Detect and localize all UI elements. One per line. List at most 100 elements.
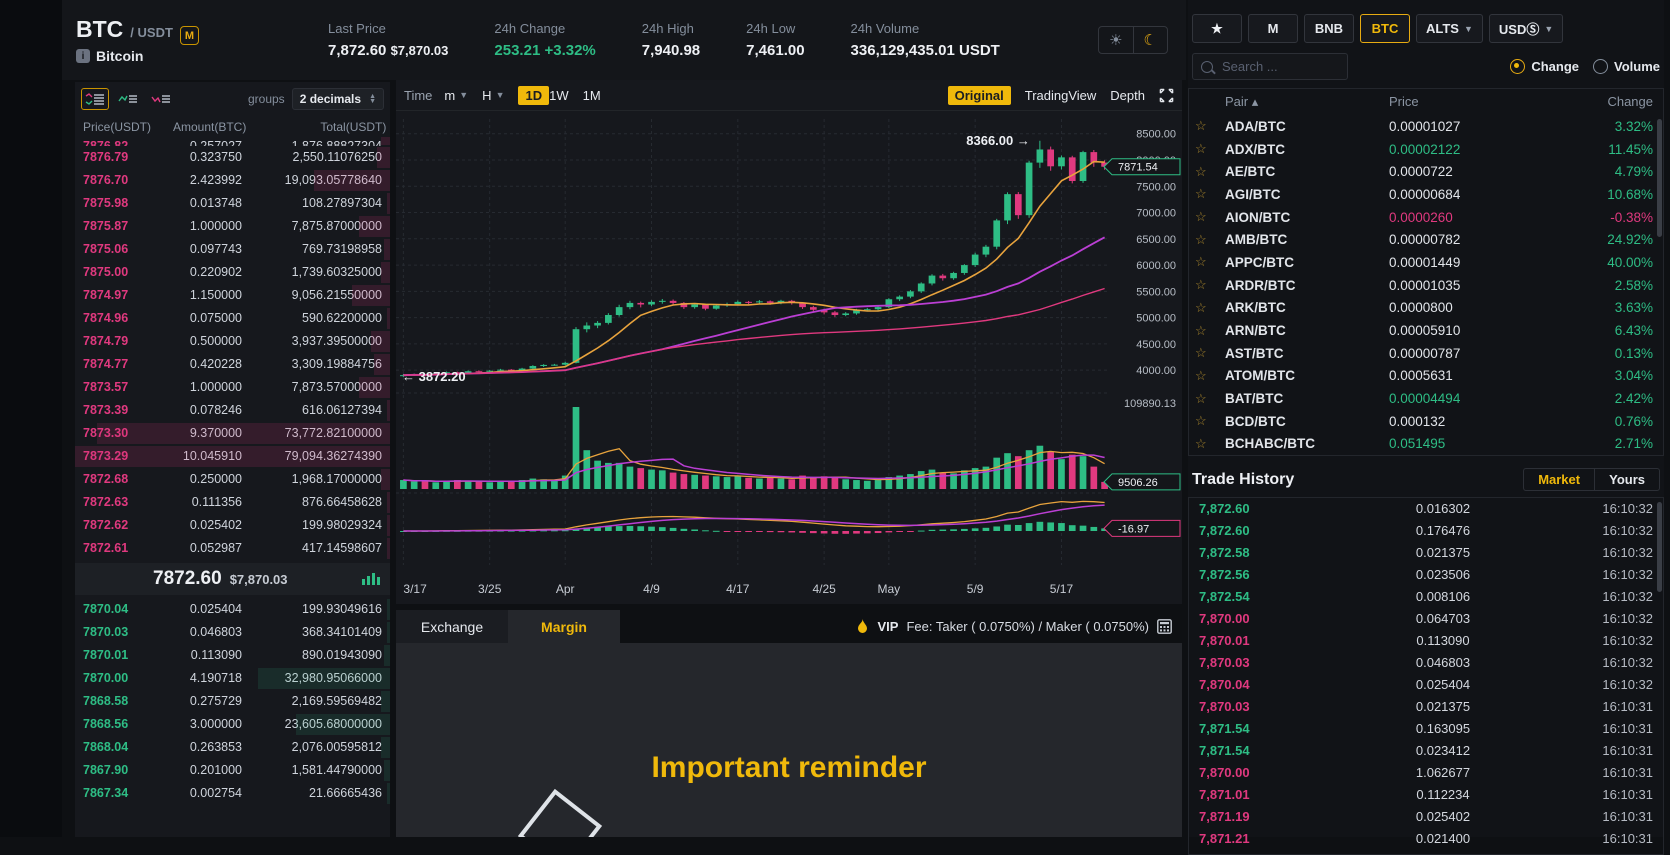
sun-icon[interactable]: ☀ bbox=[1109, 32, 1123, 49]
trade-row[interactable]: 7,872.60 0.176476 16:10:32 bbox=[1199, 523, 1653, 539]
star-outline-icon[interactable]: ☆ bbox=[1195, 277, 1207, 293]
star-outline-icon[interactable]: ☆ bbox=[1195, 390, 1207, 406]
tab-exchange[interactable]: Exchange bbox=[396, 610, 508, 643]
book-view-buy-icon[interactable] bbox=[114, 88, 142, 110]
tab-margin[interactable]: Margin bbox=[508, 610, 620, 643]
trade-row[interactable]: 7,871.19 0.025402 16:10:31 bbox=[1199, 809, 1653, 825]
view-tradingview[interactable]: TradingView bbox=[1024, 87, 1097, 103]
order-row-ask[interactable]: 7872.61 0.052987 417.14598607 bbox=[75, 537, 390, 560]
order-row-bid[interactable]: 7870.04 0.025404 199.93049616 bbox=[75, 598, 390, 621]
order-row-ask[interactable]: 7875.98 0.013748 108.27897304 bbox=[75, 192, 390, 215]
trade-row[interactable]: 7,870.03 0.021375 16:10:31 bbox=[1199, 699, 1653, 715]
info-icon[interactable]: i bbox=[76, 49, 90, 64]
order-row-bid[interactable]: 7870.03 0.046803 368.34101409 bbox=[75, 621, 390, 644]
decimals-dropdown[interactable]: 2 decimals ▲ ▼ bbox=[291, 88, 384, 110]
order-row-ask[interactable]: 7873.30 9.370000 73,772.82100000 bbox=[75, 422, 390, 445]
order-row-ask[interactable]: 7872.62 0.025402 199.98029324 bbox=[75, 514, 390, 537]
interval-minutes[interactable]: m ▼ bbox=[444, 87, 469, 103]
trade-row[interactable]: 7,871.21 0.021400 16:10:31 bbox=[1199, 831, 1653, 847]
interval-hours[interactable]: H ▼ bbox=[482, 87, 505, 103]
pair-row[interactable]: ☆ AE/BTC 0.0000722 4.79% bbox=[1195, 163, 1653, 180]
order-row-ask[interactable]: 7872.68 0.250000 1,968.17000000 bbox=[75, 468, 390, 491]
pair-row[interactable]: ☆ BCD/BTC 0.000132 0.76% bbox=[1195, 413, 1653, 429]
radio-change[interactable]: Change bbox=[1510, 59, 1579, 74]
order-row-bid[interactable]: 7868.56 3.000000 23,605.68000000 bbox=[75, 713, 390, 736]
trade-row[interactable]: 7,870.00 1.062677 16:10:31 bbox=[1199, 765, 1653, 781]
order-row-ask[interactable]: 7876.82 0.257027 1,876.88827304 bbox=[75, 136, 390, 146]
order-row-ask[interactable]: 7874.79 0.500000 3,937.39500000 bbox=[75, 330, 390, 353]
favorites-filter[interactable]: ★ bbox=[1192, 14, 1242, 43]
pair-row[interactable]: ☆ ARK/BTC 0.0000800 3.63% bbox=[1195, 299, 1653, 316]
pair-row[interactable]: ☆ ARDR/BTC 0.00001035 2.58% bbox=[1195, 277, 1653, 293]
trade-row[interactable]: 7,872.60 0.016302 16:10:32 bbox=[1199, 501, 1653, 517]
radio-volume[interactable]: Volume bbox=[1593, 59, 1660, 74]
order-row-ask[interactable]: 7874.97 1.150000 9,056.21550000 bbox=[75, 284, 390, 307]
order-row-bid[interactable]: 7870.00 4.190718 32,980.95066000 bbox=[75, 667, 390, 690]
view-original[interactable]: Original bbox=[947, 85, 1011, 105]
last-price-row[interactable]: 7872.60 $7,870.03 bbox=[75, 563, 390, 595]
pair-scrollbar[interactable] bbox=[1657, 119, 1662, 237]
search-input[interactable] bbox=[1220, 58, 1324, 75]
search-box[interactable] bbox=[1192, 53, 1348, 80]
star-outline-icon[interactable]: ☆ bbox=[1195, 163, 1207, 179]
trade-row[interactable]: 7,872.56 0.023506 16:10:32 bbox=[1199, 567, 1653, 583]
candlestick-chart[interactable]: 8500.008000.007500.007000.006500.006000.… bbox=[396, 111, 1182, 603]
trades-tab-market[interactable]: Market bbox=[1538, 472, 1581, 488]
order-row-ask[interactable]: 7875.87 1.000000 7,875.87000000 bbox=[75, 215, 390, 238]
order-row-bid[interactable]: 7868.58 0.275729 2,169.59569482 bbox=[75, 690, 390, 713]
pair-row[interactable]: ☆ ATOM/BTC 0.0005631 3.04% bbox=[1195, 367, 1653, 384]
star-outline-icon[interactable]: ☆ bbox=[1195, 254, 1207, 270]
star-outline-icon[interactable]: ☆ bbox=[1195, 345, 1207, 361]
calculator-icon[interactable] bbox=[1157, 619, 1172, 634]
order-row-bid[interactable]: 7868.04 0.263853 2,076.00595812 bbox=[75, 736, 390, 759]
pair-row[interactable]: ☆ ADX/BTC 0.00002122 11.45% bbox=[1195, 141, 1653, 157]
pair-row[interactable]: ☆ ADA/BTC 0.00001027 3.32% bbox=[1195, 118, 1653, 134]
trades-tab-yours[interactable]: Yours bbox=[1594, 469, 1659, 491]
order-row-ask[interactable]: 7876.70 2.423992 19,093.05778640 bbox=[75, 169, 390, 192]
trade-row[interactable]: 7,870.03 0.046803 16:10:32 bbox=[1199, 655, 1653, 671]
book-view-both-icon[interactable] bbox=[81, 88, 109, 110]
filter-btc[interactable]: BTC bbox=[1360, 14, 1410, 43]
book-view-sell-icon[interactable] bbox=[147, 88, 175, 110]
order-row-ask[interactable]: 7873.29 10.045910 79,094.36274390 bbox=[75, 445, 390, 468]
pair-row[interactable]: ☆ AGI/BTC 0.00000684 10.68% bbox=[1195, 186, 1653, 202]
pair-row[interactable]: ☆ APPC/BTC 0.00001449 40.00% bbox=[1195, 254, 1653, 270]
pair-row[interactable]: ☆ AMB/BTC 0.00000782 24.92% bbox=[1195, 231, 1653, 248]
trade-row[interactable]: 7,871.54 0.163095 16:10:31 bbox=[1199, 721, 1653, 737]
star-outline-icon[interactable]: ☆ bbox=[1195, 209, 1207, 225]
star-outline-icon[interactable]: ☆ bbox=[1195, 435, 1207, 451]
filter-margin[interactable]: M bbox=[1248, 14, 1298, 43]
star-outline-icon[interactable]: ☆ bbox=[1195, 413, 1207, 429]
pair-row[interactable]: ☆ AST/BTC 0.00000787 0.13% bbox=[1195, 345, 1653, 361]
order-row-ask[interactable]: 7872.63 0.111356 876.66458628 bbox=[75, 491, 390, 514]
filter-alts[interactable]: ALTS ▼ bbox=[1416, 14, 1483, 43]
interval-1d[interactable]: 1D bbox=[518, 85, 550, 105]
depth-bars-icon[interactable] bbox=[362, 571, 380, 588]
trade-row[interactable]: 7,871.01 0.112234 16:10:31 bbox=[1199, 787, 1653, 803]
order-row-ask[interactable]: 7875.00 0.220902 1,739.60325000 bbox=[75, 261, 390, 284]
trade-row[interactable]: 7,871.54 0.023412 16:10:31 bbox=[1199, 743, 1653, 759]
star-outline-icon[interactable]: ☆ bbox=[1195, 322, 1207, 338]
order-row-ask[interactable]: 7873.57 1.000000 7,873.57000000 bbox=[75, 376, 390, 399]
star-outline-icon[interactable]: ☆ bbox=[1195, 186, 1207, 202]
star-outline-icon[interactable]: ☆ bbox=[1195, 118, 1207, 134]
star-outline-icon[interactable]: ☆ bbox=[1195, 367, 1207, 383]
fullscreen-icon[interactable] bbox=[1159, 88, 1174, 103]
pair-table-header[interactable]: Pair ▴ Price Change bbox=[1188, 88, 1664, 115]
pair-row[interactable]: ☆ BAT/BTC 0.00004494 2.42% bbox=[1195, 390, 1653, 407]
order-row-ask[interactable]: 7874.96 0.075000 590.62200000 bbox=[75, 307, 390, 330]
order-row-ask[interactable]: 7873.39 0.078246 616.06127394 bbox=[75, 399, 390, 422]
order-row-bid[interactable]: 7870.01 0.113090 890.01943090 bbox=[75, 644, 390, 667]
interval-1w[interactable]: 1W bbox=[549, 87, 569, 103]
trade-row[interactable]: 7,870.00 0.064703 16:10:32 bbox=[1199, 611, 1653, 627]
order-row-ask[interactable]: 7875.06 0.097743 769.73198958 bbox=[75, 238, 390, 261]
view-depth[interactable]: Depth bbox=[1110, 87, 1145, 103]
pair-row[interactable]: ☆ BCHABC/BTC 0.051495 2.71% bbox=[1195, 435, 1653, 452]
star-outline-icon[interactable]: ☆ bbox=[1195, 299, 1207, 315]
filter-bnb[interactable]: BNB bbox=[1304, 14, 1354, 43]
moon-icon[interactable]: ☾ bbox=[1132, 27, 1167, 53]
filter-usds[interactable]: USDⓈ ▼ bbox=[1488, 14, 1564, 43]
interval-1m[interactable]: 1M bbox=[582, 87, 601, 103]
star-outline-icon[interactable]: ☆ bbox=[1195, 141, 1207, 157]
trades-scrollbar[interactable] bbox=[1657, 502, 1662, 593]
